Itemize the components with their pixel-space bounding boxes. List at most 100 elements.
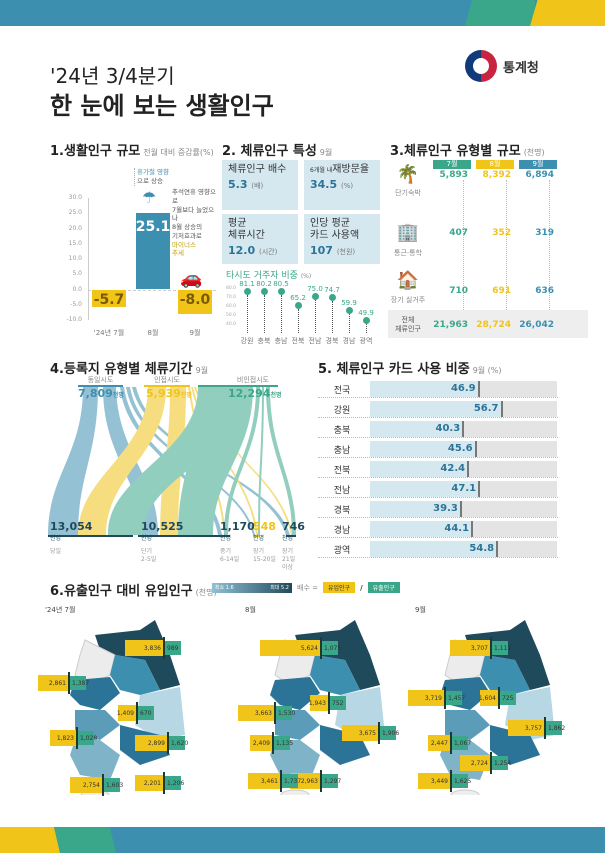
flow-pair-경북: 3,675 1,906 — [342, 722, 399, 744]
inflow-value: 3,757 — [508, 720, 544, 736]
inflow-value: 1,943 — [309, 695, 328, 711]
outflow-value: 1,206 — [165, 776, 184, 790]
usage-value: 39.3 — [433, 503, 458, 514]
card-usage-row: 충북 40.3 — [318, 420, 558, 438]
outflow-value: 1,603 — [104, 778, 123, 792]
card-usage-row: 경북 39.3 — [318, 500, 558, 518]
inflow-value: 3,719 — [408, 690, 444, 706]
map-title: '24년 7월 — [45, 606, 76, 614]
flow-pair-전북: 2,409 1,135 — [250, 732, 293, 754]
org-name: 통계청 — [503, 60, 539, 76]
usage-value: 54.8 — [469, 543, 495, 554]
card-usage-chart: 전국 46.9 강원 56.7 충북 40.3 충남 45.6 전북 42.4 … — [318, 380, 578, 590]
row-label-short-stay: 단기숙박 — [395, 189, 421, 197]
inflow-value: 1,823 — [50, 730, 76, 746]
inflow-value: 3,836 — [125, 640, 163, 656]
outflow-value: 1,862 — [546, 721, 565, 735]
outflow-value: 1,297 — [322, 774, 341, 788]
total-value: 28,724 — [476, 320, 511, 330]
bar-0: -5.7 — [92, 289, 126, 308]
map-title: 8월 — [245, 606, 256, 614]
inflow-value: 3,449 — [418, 773, 450, 789]
region-map-1: 8월 5,624 1,075 3,663 1,530 1,943 752 3,6… — [230, 605, 400, 795]
inflow-value: 3,707 — [450, 640, 490, 656]
palm-tree-icon: 🌴 — [396, 164, 420, 185]
region-name: 충남 — [333, 446, 351, 456]
source-value-nonadjacent: 12,294천명 — [228, 387, 282, 400]
section6-title: 6.유출인구 대비 유입인구 (천명) — [50, 584, 217, 599]
outflow-value: 670 — [138, 706, 154, 720]
dest-value-short: 10,525 — [141, 520, 184, 533]
inflow-value: 2,447 — [428, 735, 450, 751]
lollipop-point: 74.7 경북 — [324, 285, 340, 345]
source-value-adjacent: 5,939천명 — [146, 387, 192, 400]
sep-note: 추석연휴 영향으로 7월보다 늘었으나 8월 상승의 기저효과로 마이너스 추세 — [172, 188, 216, 258]
dest-value-long2: 746 — [282, 520, 305, 533]
dest-label-long1: 장기 15-20일 — [253, 548, 276, 563]
y-tick: -5.0 — [70, 300, 82, 308]
section4-title: 4.등록지 유형별 체류기간 9월 — [50, 362, 209, 377]
card-usage-row: 충남 45.6 — [318, 440, 558, 458]
outflow-value: 1,067 — [452, 736, 471, 750]
x-label: '24년 7월 — [93, 329, 125, 337]
card-usage-row: 강원 56.7 — [318, 400, 558, 418]
inflow-value: 2,201 — [135, 775, 163, 791]
region-map-2: 9월 3,707 1,111 3,719 1,457 1,604 725 3,7… — [400, 605, 570, 795]
source-label-same: 동일시도 — [87, 376, 114, 384]
dest-value-long1: 548 — [253, 520, 276, 533]
value: 691 — [492, 286, 511, 296]
y-tick: 10.0 — [68, 255, 82, 262]
bar-2: -8.0 — [178, 289, 212, 314]
value: 710 — [449, 286, 468, 296]
y-tick: 50.0 — [226, 313, 237, 318]
card-usage-row: 전북 42.4 — [318, 460, 558, 478]
building-icon: 🏢 — [396, 222, 420, 243]
outflow-value: 1,620 — [169, 736, 188, 750]
flow-pair-강원: 3,836 989 — [125, 637, 181, 659]
usage-value: 42.4 — [440, 463, 466, 474]
lollipop-point: 49.9 광역 — [358, 308, 374, 345]
y-tick: 70.0 — [226, 295, 237, 300]
x-label: 9월 — [189, 329, 201, 337]
source-value-same: 7,809천명 — [78, 387, 124, 400]
section6-legend: 최소 1.6 최대 5.2 배수 = 유입인구 / 유출인구 — [212, 582, 400, 593]
y-tick: 20.0 — [68, 224, 82, 232]
y-tick: 0.0 — [72, 285, 82, 293]
flow-pair-경남: 2,201 1,206 — [135, 772, 184, 794]
korea-map-icon — [440, 620, 555, 795]
card-usage-row: 경남 44.1 — [318, 520, 558, 538]
flow-pair-강원: 3,707 1,111 — [450, 637, 511, 659]
value: 407 — [449, 228, 468, 238]
top-banner — [0, 0, 605, 26]
month-header-aug: 8월 — [476, 160, 514, 169]
umbrella-icon: ☂ — [142, 188, 157, 207]
sankey-flows — [48, 385, 296, 537]
sankey-chart: 동일시도 7,809천명 인접시도 5,939천명 비인접시도 12,294천명… — [48, 376, 305, 571]
outflow-value: 1,625 — [452, 774, 471, 788]
flow-pair-전남: 3,461 1,737 — [248, 770, 301, 792]
flow-pair-전남: 2,754 1,603 — [70, 774, 123, 796]
inflow-value: 2,409 — [250, 735, 272, 751]
source-label-nonadjacent: 비인접시도 — [236, 376, 270, 384]
card-spend: 인당 평균 카드 사용액 107 (천원) — [304, 214, 380, 264]
map-title: 9월 — [415, 606, 426, 614]
total-value: 21,963 — [433, 320, 468, 330]
usage-value: 46.9 — [450, 383, 476, 394]
flow-pair-충북: 1,943 752 — [309, 692, 346, 714]
card-multiplier: 체류인구 배수 5.3 (배) — [222, 160, 298, 210]
row-label-long-stay: 장기 실거주 — [390, 296, 426, 304]
section2-title: 2. 체류인구 특성 9월 — [222, 144, 333, 159]
outflow-value: 1,530 — [276, 706, 295, 720]
month-header-sep: 9월 — [519, 160, 557, 169]
flow-pair-충남: 3,663 1,530 — [238, 702, 295, 724]
usage-value: 44.1 — [444, 523, 470, 534]
y-tick: 15.0 — [68, 239, 82, 247]
inflow-value: 1,409 — [117, 705, 136, 721]
region-name: 전북 — [333, 466, 351, 476]
dest-label-mid: 중기 6-14일 — [220, 548, 240, 563]
lollipop-point: 75.0 전남 — [307, 285, 323, 345]
section1-title: 1.생활인구 규모 전월 대비 증감률(%) — [50, 144, 214, 159]
house-icon: 🏠 — [396, 270, 420, 291]
outflow-legend-chip: 유출인구 — [367, 582, 400, 593]
value: 8,392 — [482, 170, 511, 180]
